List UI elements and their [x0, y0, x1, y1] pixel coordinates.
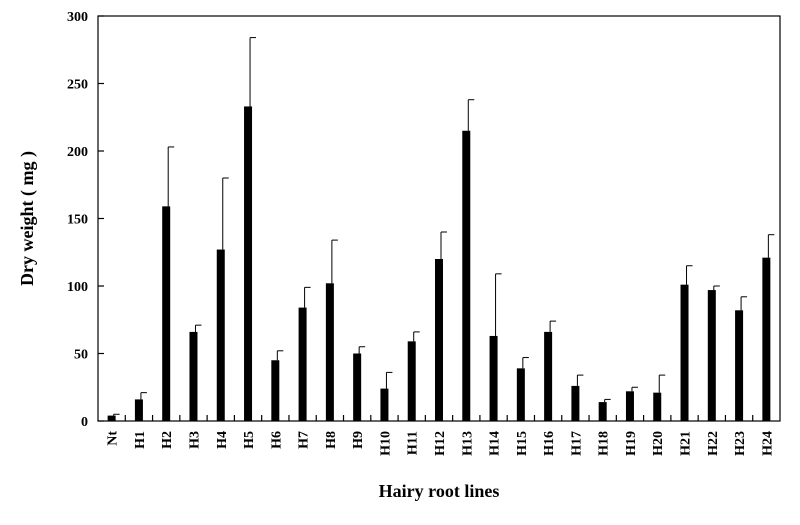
x-category-label-H19: H19 [624, 431, 639, 456]
y-axis-title: Dry weight ( mg ) [17, 151, 38, 286]
y-tick-label: 250 [67, 78, 88, 93]
x-category-label-H5: H5 [242, 431, 257, 449]
x-category-label-H10: H10 [378, 431, 393, 456]
bar-H17 [571, 385, 580, 421]
x-category-label-H12: H12 [433, 431, 448, 456]
bar-H16 [544, 331, 553, 421]
bar-H20 [653, 392, 662, 421]
x-category-label-H2: H2 [160, 431, 175, 449]
bar-H3 [189, 331, 198, 421]
x-category-label-H18: H18 [597, 431, 612, 456]
bars [107, 106, 771, 421]
x-category-label-H16: H16 [542, 431, 557, 456]
bar-H10 [380, 388, 389, 421]
y-tick-label: 100 [67, 280, 88, 295]
y-tick-label: 200 [67, 145, 88, 160]
bar-H7 [298, 307, 307, 421]
x-category-label-H15: H15 [515, 431, 530, 456]
x-category-label-H17: H17 [569, 431, 584, 456]
y-tick-label: 50 [74, 348, 88, 363]
bar-H4 [216, 249, 225, 421]
x-axis-category-labels: Nt H1 H2 H3 H4 H5 H6 H7 H8 H9 H10 H11 H12 H13 H14 H15 H1… [106, 431, 776, 456]
bar-H15 [516, 368, 525, 421]
x-category-label-H4: H4 [215, 431, 230, 449]
bar-H19 [625, 391, 634, 421]
x-category-label-H23: H23 [733, 431, 748, 456]
bar-H22 [707, 290, 716, 421]
bar-Nt [107, 415, 116, 421]
bar-H18 [598, 402, 607, 421]
bar-H1 [134, 399, 143, 421]
bar-H6 [271, 360, 280, 421]
x-category-label-H20: H20 [651, 431, 666, 456]
y-axis-tick-labels: 0 50 100 150 200 250 300 [67, 10, 88, 430]
x-axis-title: Hairy root lines [379, 481, 500, 501]
bar-H9 [353, 353, 362, 421]
x-category-label-H6: H6 [269, 431, 284, 449]
error-bars [113, 37, 775, 416]
bar-H13 [462, 130, 471, 421]
plot-area [97, 15, 781, 422]
x-category-label-H7: H7 [297, 431, 312, 449]
y-tick-label: 300 [67, 10, 88, 25]
y-tick-label: 150 [67, 213, 88, 228]
bar-H11 [407, 341, 416, 421]
bar-H5 [244, 106, 253, 421]
x-category-label-H8: H8 [324, 431, 339, 449]
x-category-label-H11: H11 [406, 431, 421, 455]
bar-H21 [680, 284, 689, 421]
x-axis-ticks [124, 415, 754, 421]
y-axis-ticks [98, 15, 104, 422]
y-tick-label: 0 [81, 415, 88, 430]
bar-H12 [435, 259, 443, 421]
bar-H2 [162, 206, 171, 421]
bar-H8 [325, 283, 334, 421]
x-category-label-H3: H3 [187, 431, 202, 449]
bar-H14 [489, 335, 498, 421]
x-category-label-H14: H14 [488, 431, 503, 456]
x-category-label-H22: H22 [706, 431, 721, 456]
x-category-label-H13: H13 [460, 431, 475, 456]
bar-H23 [735, 310, 744, 421]
x-category-label-H21: H21 [679, 431, 694, 456]
x-category-label-H24: H24 [760, 431, 775, 456]
x-category-label-H1: H1 [133, 431, 148, 449]
x-category-label-H9: H9 [351, 431, 366, 449]
bar-H24 [762, 257, 771, 421]
x-category-label-Nt: Nt [106, 431, 121, 446]
